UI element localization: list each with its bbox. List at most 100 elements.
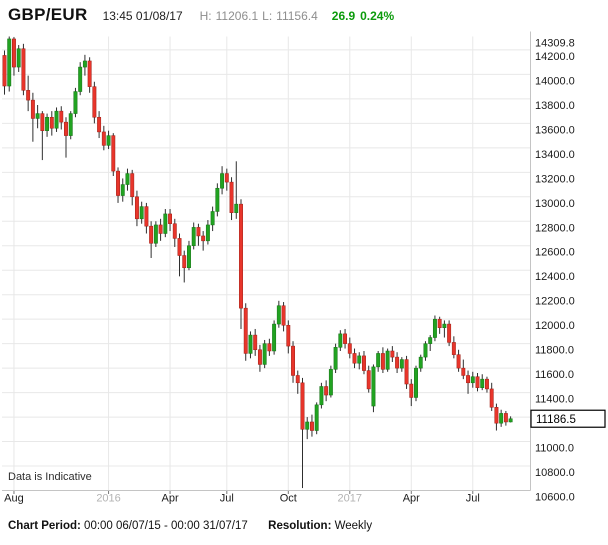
low-label: L: bbox=[262, 9, 273, 23]
y-axis-label: 13800.0 bbox=[535, 100, 575, 112]
candle-body bbox=[380, 353, 385, 370]
y-axis-label: 13400.0 bbox=[535, 149, 575, 161]
candle-body bbox=[163, 213, 168, 234]
candle-body bbox=[508, 418, 513, 423]
candle-body bbox=[177, 238, 182, 256]
candle-body bbox=[489, 388, 494, 408]
candle-body bbox=[395, 356, 400, 369]
candle-body bbox=[125, 173, 130, 185]
candle-body bbox=[210, 211, 215, 226]
candle-body bbox=[191, 227, 196, 246]
change-value: 26.9 bbox=[331, 9, 356, 23]
candle-body bbox=[475, 376, 480, 388]
resolution-value: Weekly bbox=[334, 520, 373, 532]
candle-body bbox=[111, 135, 116, 172]
candle-body bbox=[49, 116, 54, 129]
symbol-pair-title: GBP/EUR bbox=[8, 5, 88, 24]
candle-body bbox=[418, 356, 423, 369]
candle-body bbox=[437, 318, 442, 328]
candle-body bbox=[196, 227, 201, 237]
y-axis-label: 11400.0 bbox=[535, 394, 574, 406]
candle-body bbox=[390, 350, 395, 358]
candle-body bbox=[466, 375, 470, 384]
indicative-disclaimer: Data is Indicative bbox=[8, 471, 92, 483]
x-axis-label: Jul bbox=[466, 493, 480, 505]
chart-period-value: 00:00 06/07/15 - 00:00 31/07/17 bbox=[84, 520, 248, 532]
candle-body bbox=[371, 366, 376, 407]
candle-body bbox=[239, 203, 243, 309]
candle-body bbox=[21, 48, 26, 91]
candle-body bbox=[130, 173, 135, 198]
candle-body bbox=[480, 378, 485, 388]
candle-body bbox=[357, 355, 362, 364]
candle-body bbox=[54, 110, 59, 129]
candle-body bbox=[456, 354, 461, 369]
candle-body bbox=[205, 224, 210, 242]
candle-body bbox=[503, 413, 508, 423]
candle-body bbox=[253, 334, 258, 351]
candle-body bbox=[248, 334, 253, 354]
y-axis-label: 14309.8 bbox=[535, 38, 575, 50]
candle-body bbox=[182, 255, 187, 269]
candle-body bbox=[428, 337, 433, 344]
y-axis-label: 13000.0 bbox=[535, 198, 575, 210]
session-high-low: H: 11206.1 L: 11156.4 bbox=[200, 9, 322, 23]
candle-body bbox=[286, 325, 291, 347]
candle-body bbox=[366, 370, 371, 390]
x-axis-label: Aug bbox=[4, 493, 24, 505]
candle-body bbox=[305, 421, 310, 430]
candle-body bbox=[106, 135, 111, 146]
candle-body bbox=[187, 245, 191, 269]
candle-body bbox=[499, 413, 504, 424]
candle-body bbox=[470, 376, 475, 384]
x-axis-label: Oct bbox=[280, 493, 297, 505]
candle-body bbox=[45, 116, 50, 131]
y-axis-label: 12400.0 bbox=[535, 271, 575, 283]
candle-body bbox=[385, 350, 390, 370]
y-axis-label: 11800.0 bbox=[535, 345, 574, 357]
candle-body bbox=[2, 55, 7, 87]
candle-body bbox=[134, 196, 139, 220]
candle-body bbox=[92, 86, 97, 118]
candle-body bbox=[16, 48, 21, 68]
candle-body bbox=[399, 359, 404, 369]
y-axis-label: 12200.0 bbox=[535, 296, 575, 308]
candle-body bbox=[35, 113, 40, 119]
current-price-box bbox=[530, 409, 606, 428]
candle-body bbox=[494, 407, 499, 424]
candle-body bbox=[224, 173, 229, 183]
low-value: 11156.4 bbox=[276, 9, 318, 23]
y-axis-label: 12800.0 bbox=[535, 222, 575, 234]
candle-body bbox=[291, 345, 295, 376]
candle-body bbox=[153, 224, 158, 244]
y-axis-label: 13200.0 bbox=[535, 173, 575, 185]
candle-body bbox=[414, 367, 418, 398]
candle-body bbox=[314, 404, 319, 431]
candle-body bbox=[144, 206, 149, 227]
candle-body bbox=[343, 333, 348, 344]
candle-body bbox=[295, 375, 300, 384]
candle-body bbox=[262, 343, 267, 365]
candle-body bbox=[352, 353, 357, 364]
high-value: 11206.1 bbox=[215, 9, 259, 23]
y-axis-label: 10600.0 bbox=[535, 492, 575, 504]
candle-body bbox=[423, 343, 428, 358]
candle-body bbox=[362, 355, 366, 371]
candle-body bbox=[220, 173, 225, 189]
candle-body bbox=[30, 99, 35, 119]
candle-body bbox=[432, 318, 437, 338]
candle-body bbox=[404, 359, 409, 385]
candle-body bbox=[447, 323, 452, 343]
candle-body bbox=[267, 343, 272, 352]
candle-body bbox=[120, 184, 125, 196]
x-axis-label: Apr bbox=[403, 493, 420, 505]
chart-period-label: Chart Period: bbox=[8, 520, 81, 532]
y-axis-label: 13600.0 bbox=[535, 124, 575, 136]
candle-body bbox=[149, 225, 154, 244]
candle-body bbox=[158, 224, 163, 234]
x-axis-label: Jul bbox=[220, 493, 234, 505]
candle-body bbox=[243, 307, 248, 354]
candle-body bbox=[324, 386, 329, 396]
candle-body bbox=[409, 383, 414, 398]
